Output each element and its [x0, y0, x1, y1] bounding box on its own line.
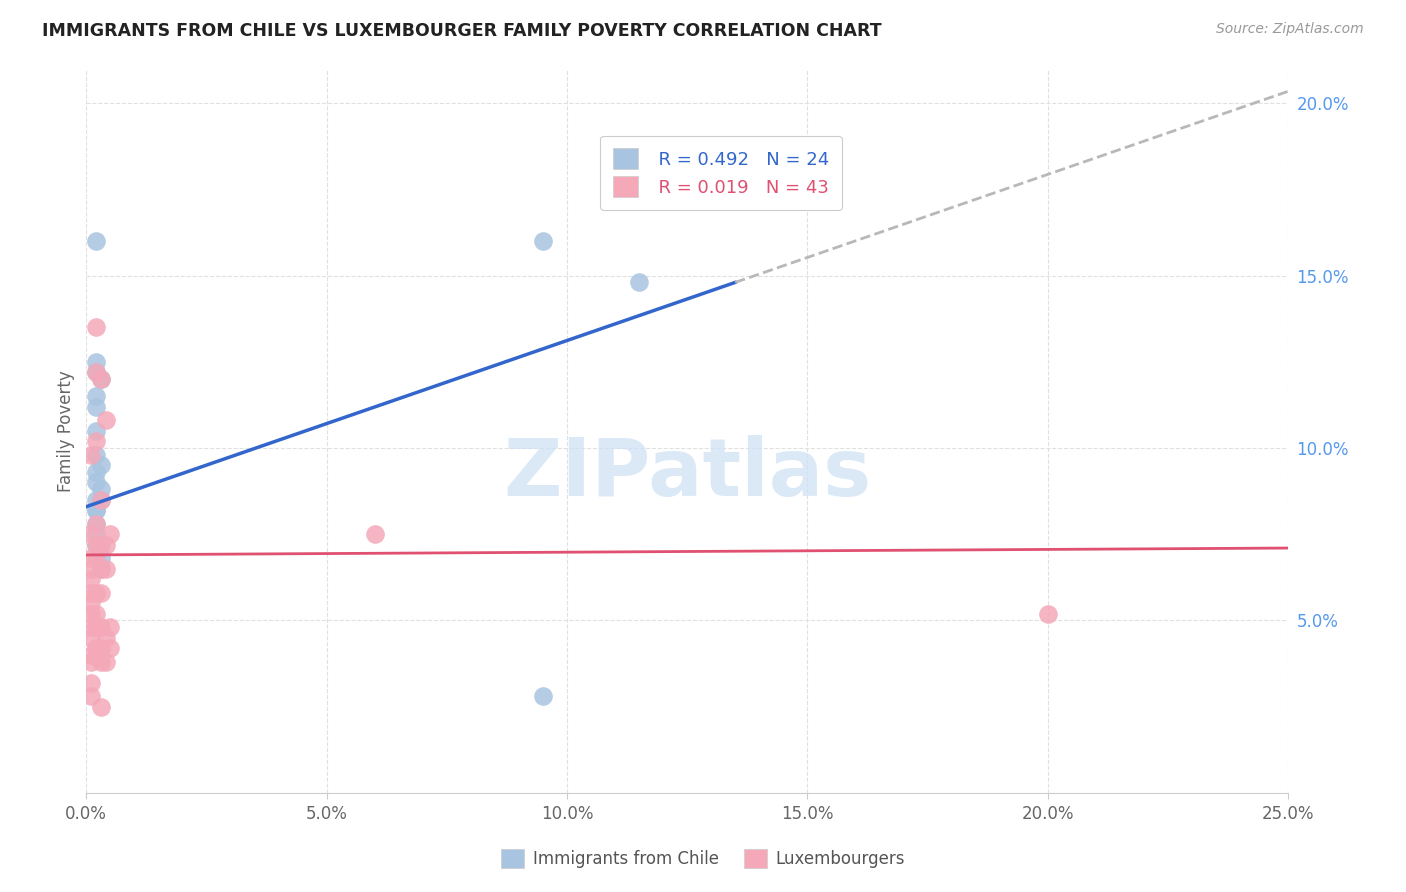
- Point: [90, 562, 112, 576]
- Point: [90, 483, 112, 497]
- Point: [80, 675, 103, 690]
- Point: [90, 699, 112, 714]
- Point: [84, 607, 107, 621]
- Point: [84, 400, 107, 414]
- Point: [531, 690, 554, 704]
- Point: [90, 372, 112, 386]
- Point: [90, 492, 112, 507]
- Point: [80, 448, 103, 462]
- Point: [80, 655, 103, 669]
- Legend:   R = 0.492   N = 24,   R = 0.019   N = 43: R = 0.492 N = 24, R = 0.019 N = 43: [600, 136, 842, 210]
- Point: [84, 503, 107, 517]
- Point: [363, 527, 385, 541]
- Point: [84, 527, 107, 541]
- Point: [94, 413, 117, 427]
- Point: [98, 641, 121, 656]
- Point: [94, 655, 117, 669]
- Point: [84, 434, 107, 449]
- Point: [84, 503, 107, 517]
- Text: Source: ZipAtlas.com: Source: ZipAtlas.com: [1216, 22, 1364, 37]
- Point: [90, 551, 112, 566]
- Point: [90, 620, 112, 634]
- Point: [90, 655, 112, 669]
- Point: [94, 562, 117, 576]
- Point: [90, 562, 112, 576]
- Point: [84, 320, 107, 334]
- Point: [84, 355, 107, 369]
- Point: [628, 276, 651, 290]
- Point: [1036, 607, 1059, 621]
- Legend: Immigrants from Chile, Luxembourgers: Immigrants from Chile, Luxembourgers: [495, 842, 911, 875]
- Point: [84, 448, 107, 462]
- Point: [84, 389, 107, 403]
- Point: [80, 690, 103, 704]
- Point: [94, 538, 117, 552]
- Point: [94, 631, 117, 645]
- Text: ZIPatlas: ZIPatlas: [503, 435, 872, 513]
- Point: [98, 620, 121, 634]
- Point: [98, 527, 121, 541]
- Point: [80, 648, 103, 662]
- Point: [84, 365, 107, 379]
- Point: [80, 596, 103, 610]
- Point: [90, 586, 112, 600]
- Point: [80, 551, 103, 566]
- Point: [84, 551, 107, 566]
- Point: [84, 586, 107, 600]
- Point: [80, 620, 103, 634]
- Point: [80, 607, 103, 621]
- Y-axis label: Family Poverty: Family Poverty: [58, 370, 75, 491]
- Point: [80, 527, 103, 541]
- Point: [90, 458, 112, 473]
- Point: [84, 365, 107, 379]
- Point: [84, 492, 107, 507]
- Point: [84, 641, 107, 656]
- Point: [80, 586, 103, 600]
- Point: [531, 234, 554, 248]
- Point: [84, 538, 107, 552]
- Point: [84, 475, 107, 490]
- Point: [80, 572, 103, 586]
- Point: [84, 516, 107, 531]
- Point: [84, 538, 107, 552]
- Point: [90, 538, 112, 552]
- Point: [90, 372, 112, 386]
- Point: [84, 234, 107, 248]
- Text: IMMIGRANTS FROM CHILE VS LUXEMBOURGER FAMILY POVERTY CORRELATION CHART: IMMIGRANTS FROM CHILE VS LUXEMBOURGER FA…: [42, 22, 882, 40]
- Point: [80, 631, 103, 645]
- Point: [90, 492, 112, 507]
- Point: [84, 516, 107, 531]
- Point: [84, 424, 107, 438]
- Point: [84, 620, 107, 634]
- Point: [90, 641, 112, 656]
- Point: [80, 562, 103, 576]
- Point: [84, 465, 107, 479]
